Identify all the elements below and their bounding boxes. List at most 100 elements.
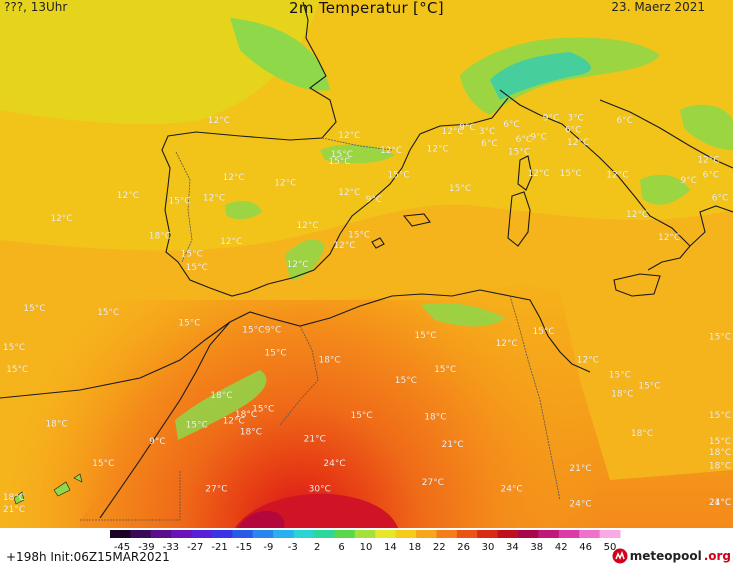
temperature-label: 15°C [178,319,200,329]
legend-swatch [477,530,499,538]
legend-swatch [354,530,376,538]
legend-tick-label: -33 [163,542,179,553]
temperature-map: 12°C12°C12°C12°C9°C 6°C9°C 3°C 6°C3°C6°C9°C… [0,0,733,528]
temperature-label: 15°C [434,365,456,375]
temperature-label: 12°C [496,339,518,349]
temperature-label: 24°C [323,459,345,469]
coastline-sicily [613,273,661,297]
valid-date: 23. Maerz 2021 [611,0,705,14]
temperature-label: 9°C [459,123,476,133]
legend-swatch [212,530,233,538]
temperature-label: 12°C [223,173,245,183]
legend-swatch [171,530,193,538]
map-title: 2m Temperatur [°C] [289,0,444,17]
temperature-label: 18°C [709,462,731,472]
temperature-label: 12°C [203,194,225,204]
temperature-label: 12°C [338,131,360,141]
temperature-label: 12°C [606,171,628,181]
legend-swatch [395,530,417,538]
temperature-label: 15°C [414,331,436,341]
temperature-label: 15°C [92,459,114,469]
temperature-label: 12°C [338,188,360,198]
temperature-label: 15°C [348,230,370,240]
legend-tick-label: 34 [506,542,519,553]
coastline-sardinia [507,191,531,247]
temperature-label: 15°C [560,169,582,179]
coastline-italy [499,89,733,271]
temperature-label: 12°C [223,417,245,427]
canary-island-1 [13,491,25,505]
temperature-label: 18°C [631,429,653,439]
temperature-label: 15°C [508,147,530,157]
temperature-label: 12°C [441,127,463,137]
legend-tick-label: 26 [457,542,470,553]
brand-suffix: .org [703,549,731,563]
temperature-label: 15°C [532,327,554,337]
temperature-label: 15°C [186,263,208,273]
legend-tick-label: 10 [360,542,373,553]
temperature-label: 12°C [208,116,230,126]
temperature-label: 15°C [264,349,286,359]
temperature-label: 18°C [318,355,340,365]
balkan-patch [680,104,733,150]
temperature-label: 15°C [331,150,353,160]
iberia-patch-2 [225,200,262,220]
temperature-label: 12°C [697,156,719,166]
border-spain-portugal [175,151,193,263]
temperature-label: 18°C [240,428,262,438]
temperature-label: 12°C [220,237,242,247]
brand-logo[interactable]: meteopool .org [612,548,731,564]
temperature-label: 15°C [709,411,731,421]
temperature-label: 12°C [567,138,589,148]
legend-swatch [456,530,478,538]
legend-swatch [579,530,601,538]
temperature-label: 15°C [252,404,274,414]
temperature-label: 15°C [638,381,660,391]
legend-tick-label: 50 [604,542,617,553]
border-western-sahara [80,470,181,521]
legend-swatch [314,530,335,538]
temperature-label: 15°C [709,437,731,447]
temperature-label: 9°C [149,437,166,447]
forecast-label: ???, 13Uhr [4,0,68,14]
legend-swatch [293,530,315,538]
border-france-spain [321,137,393,151]
legend-swatch [558,530,580,538]
color-scale-legend: -45 -39 -33 -27 -21 -15 -9 -3 2 6 10 14 18 22 26 30 34 38… [110,530,621,553]
temperature-label: 15°C [449,184,471,194]
temperature-label: 15°C [609,370,631,380]
legend-swatch [191,530,213,538]
legend-tick-label: -9 [263,542,273,553]
temperature-label: 18°C [149,232,171,242]
legend-swatch [150,530,172,538]
legend-swatch [273,530,295,538]
legend-swatch [110,530,131,538]
legend-tick-label: -45 [114,542,130,553]
border-algeria-libya [539,399,561,501]
temperature-label: 12°C [333,241,355,251]
temperature-label: 9°C [530,132,547,142]
atlantic-green-zone [230,18,330,91]
temperature-label: 6°C [712,194,729,204]
legend-tick-label: 18 [408,542,421,553]
canary-islands [13,473,83,505]
iberia-patch-1 [285,239,325,280]
pyrenees-patch [320,144,395,164]
temperature-label: 15°C [168,196,190,206]
temperature-label: 6°C [516,135,533,145]
temperature-label: 12°C [528,169,550,179]
temperature-labels: 12°C12°C12°C12°C9°C 6°C9°C 3°C 6°C3°C6°C9°C… [3,113,732,515]
temperature-label: 27°C [205,485,227,495]
legend-tick-label: 22 [433,542,446,553]
temperature-label: 12°C [274,179,296,189]
legend-tick-label: -15 [236,542,252,553]
temperature-label: 6°C [703,171,720,181]
temperature-label: 15°C [242,326,264,336]
legend-tick-label: -39 [138,542,154,553]
temperature-label: 18°C [424,413,446,423]
legend-swatch [232,530,254,538]
tellatlas-patch [420,303,505,327]
legend-tick-label: 38 [530,542,543,553]
temperature-label: 9°C [543,113,560,123]
atlas-patch [175,370,267,440]
